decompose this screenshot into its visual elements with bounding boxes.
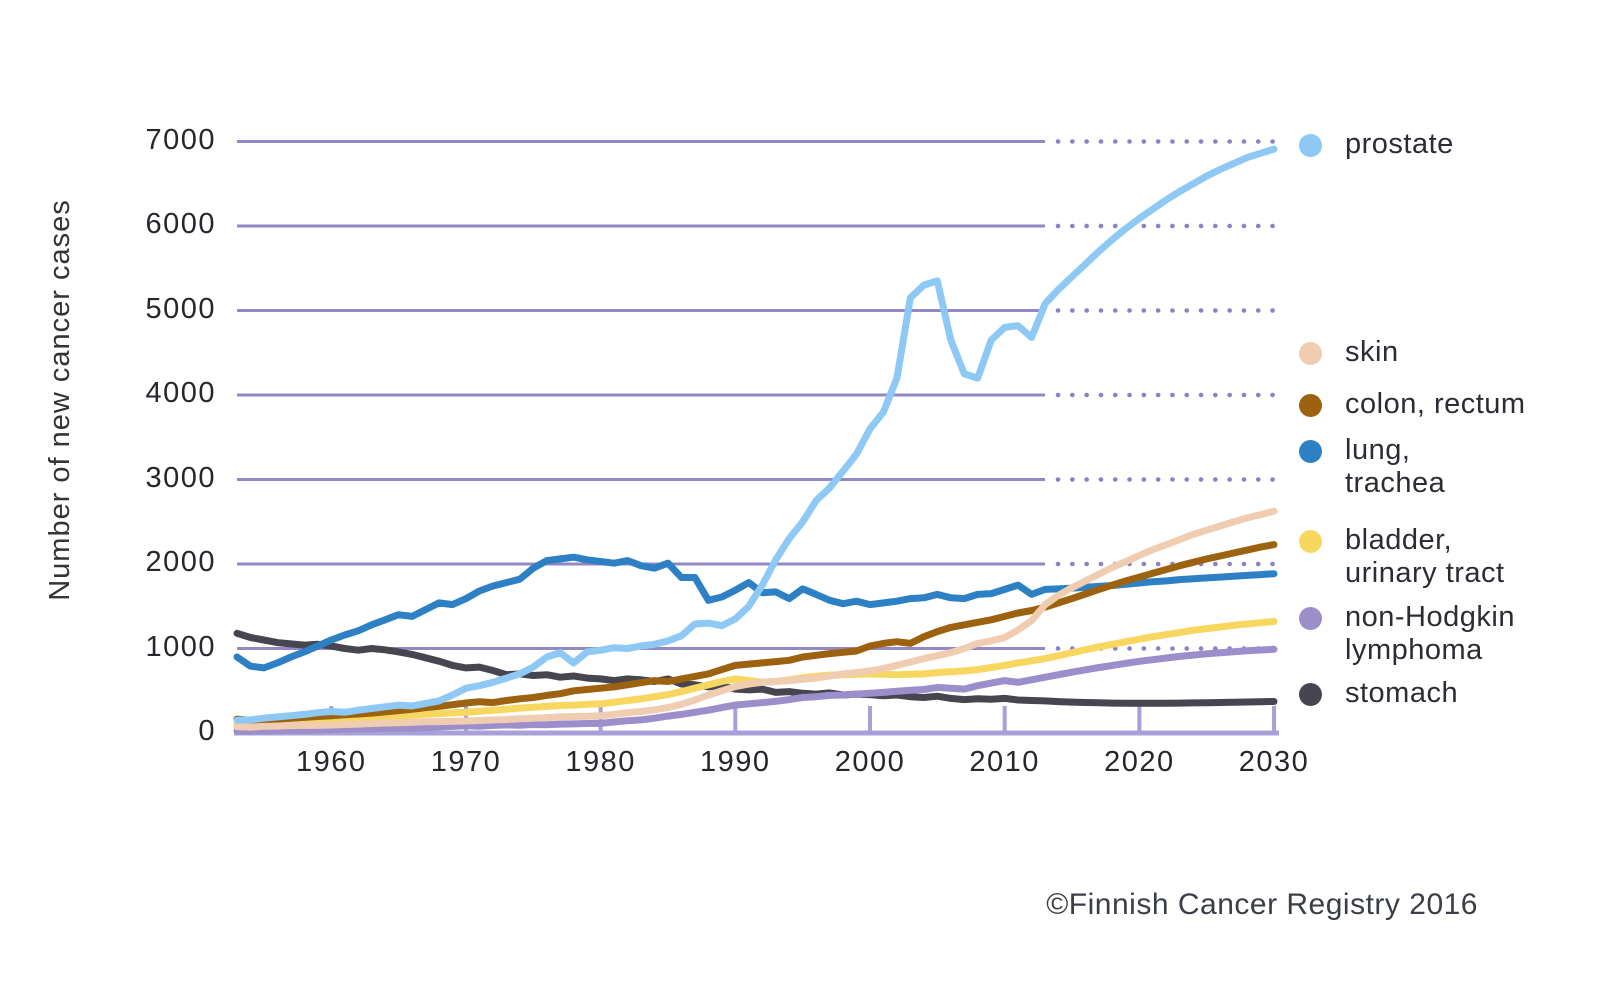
legend-item-stomach: stomach (1299, 677, 1458, 710)
legend-dot-icon (1299, 134, 1322, 157)
y-tick-label-1000: 1000 (145, 630, 216, 663)
legend-dot-icon (1299, 342, 1322, 365)
x-tick-label-1980: 1980 (565, 746, 636, 778)
legend-label: stomach (1345, 677, 1459, 709)
x-tick-label-1970: 1970 (430, 746, 502, 778)
legend-dot-icon (1299, 394, 1322, 417)
copyright-credit: ©Finnish Cancer Registry 2016 (1046, 888, 1478, 921)
series-line-non-hodgkin-lymphoma (233, 645, 1278, 735)
x-tick-label-2030: 2030 (1238, 746, 1310, 778)
y-tick-label-4000: 4000 (145, 377, 216, 409)
legend-item-skin: skin (1299, 336, 1399, 369)
legend-dot-icon (1299, 530, 1322, 553)
legend-label: skin (1345, 336, 1399, 368)
x-tick-label-2000: 2000 (834, 746, 906, 778)
series-line-colon-rectum (233, 541, 1278, 724)
legend-label: prostate (1345, 128, 1454, 160)
legend-dot-icon (1299, 440, 1322, 463)
legend-item-colon-rectum: colon, rectum (1299, 388, 1526, 421)
y-tick-label-0: 0 (198, 715, 216, 747)
legend-item-non-hodgkin-lymphoma: non-Hodgkin lymphoma (1299, 601, 1515, 667)
legend-dot-icon (1299, 607, 1322, 630)
y-tick-label-5000: 5000 (145, 292, 216, 325)
y-tick-label-6000: 6000 (145, 208, 216, 240)
legend-label: non-Hodgkin lymphoma (1345, 601, 1515, 666)
y-tick-label-7000: 7000 (145, 123, 216, 156)
legend-label: colon, rectum (1345, 388, 1526, 420)
legend-item-prostate: prostate (1299, 128, 1454, 161)
y-axis-title: Number of new cancer cases (44, 199, 76, 601)
x-tick-label-1990: 1990 (700, 746, 771, 778)
legend-item-lung-trachea: lung, trachea (1299, 434, 1445, 500)
series-line-skin (233, 507, 1278, 731)
legend-dot-icon (1299, 683, 1322, 706)
y-tick-label-2000: 2000 (145, 546, 216, 578)
y-tick-label-3000: 3000 (145, 461, 216, 494)
x-tick-label-1960: 1960 (296, 746, 367, 778)
x-tick-label-2020: 2020 (1104, 746, 1175, 778)
x-tick-label-2010: 2010 (969, 746, 1040, 778)
legend-label: lung, trachea (1345, 434, 1446, 499)
legend-item-bladder-urinary-tract: bladder, urinary tract (1299, 524, 1505, 590)
series-line-prostate (233, 145, 1278, 724)
legend-label: bladder, urinary tract (1345, 524, 1505, 589)
series-line-stomach (233, 629, 1278, 707)
